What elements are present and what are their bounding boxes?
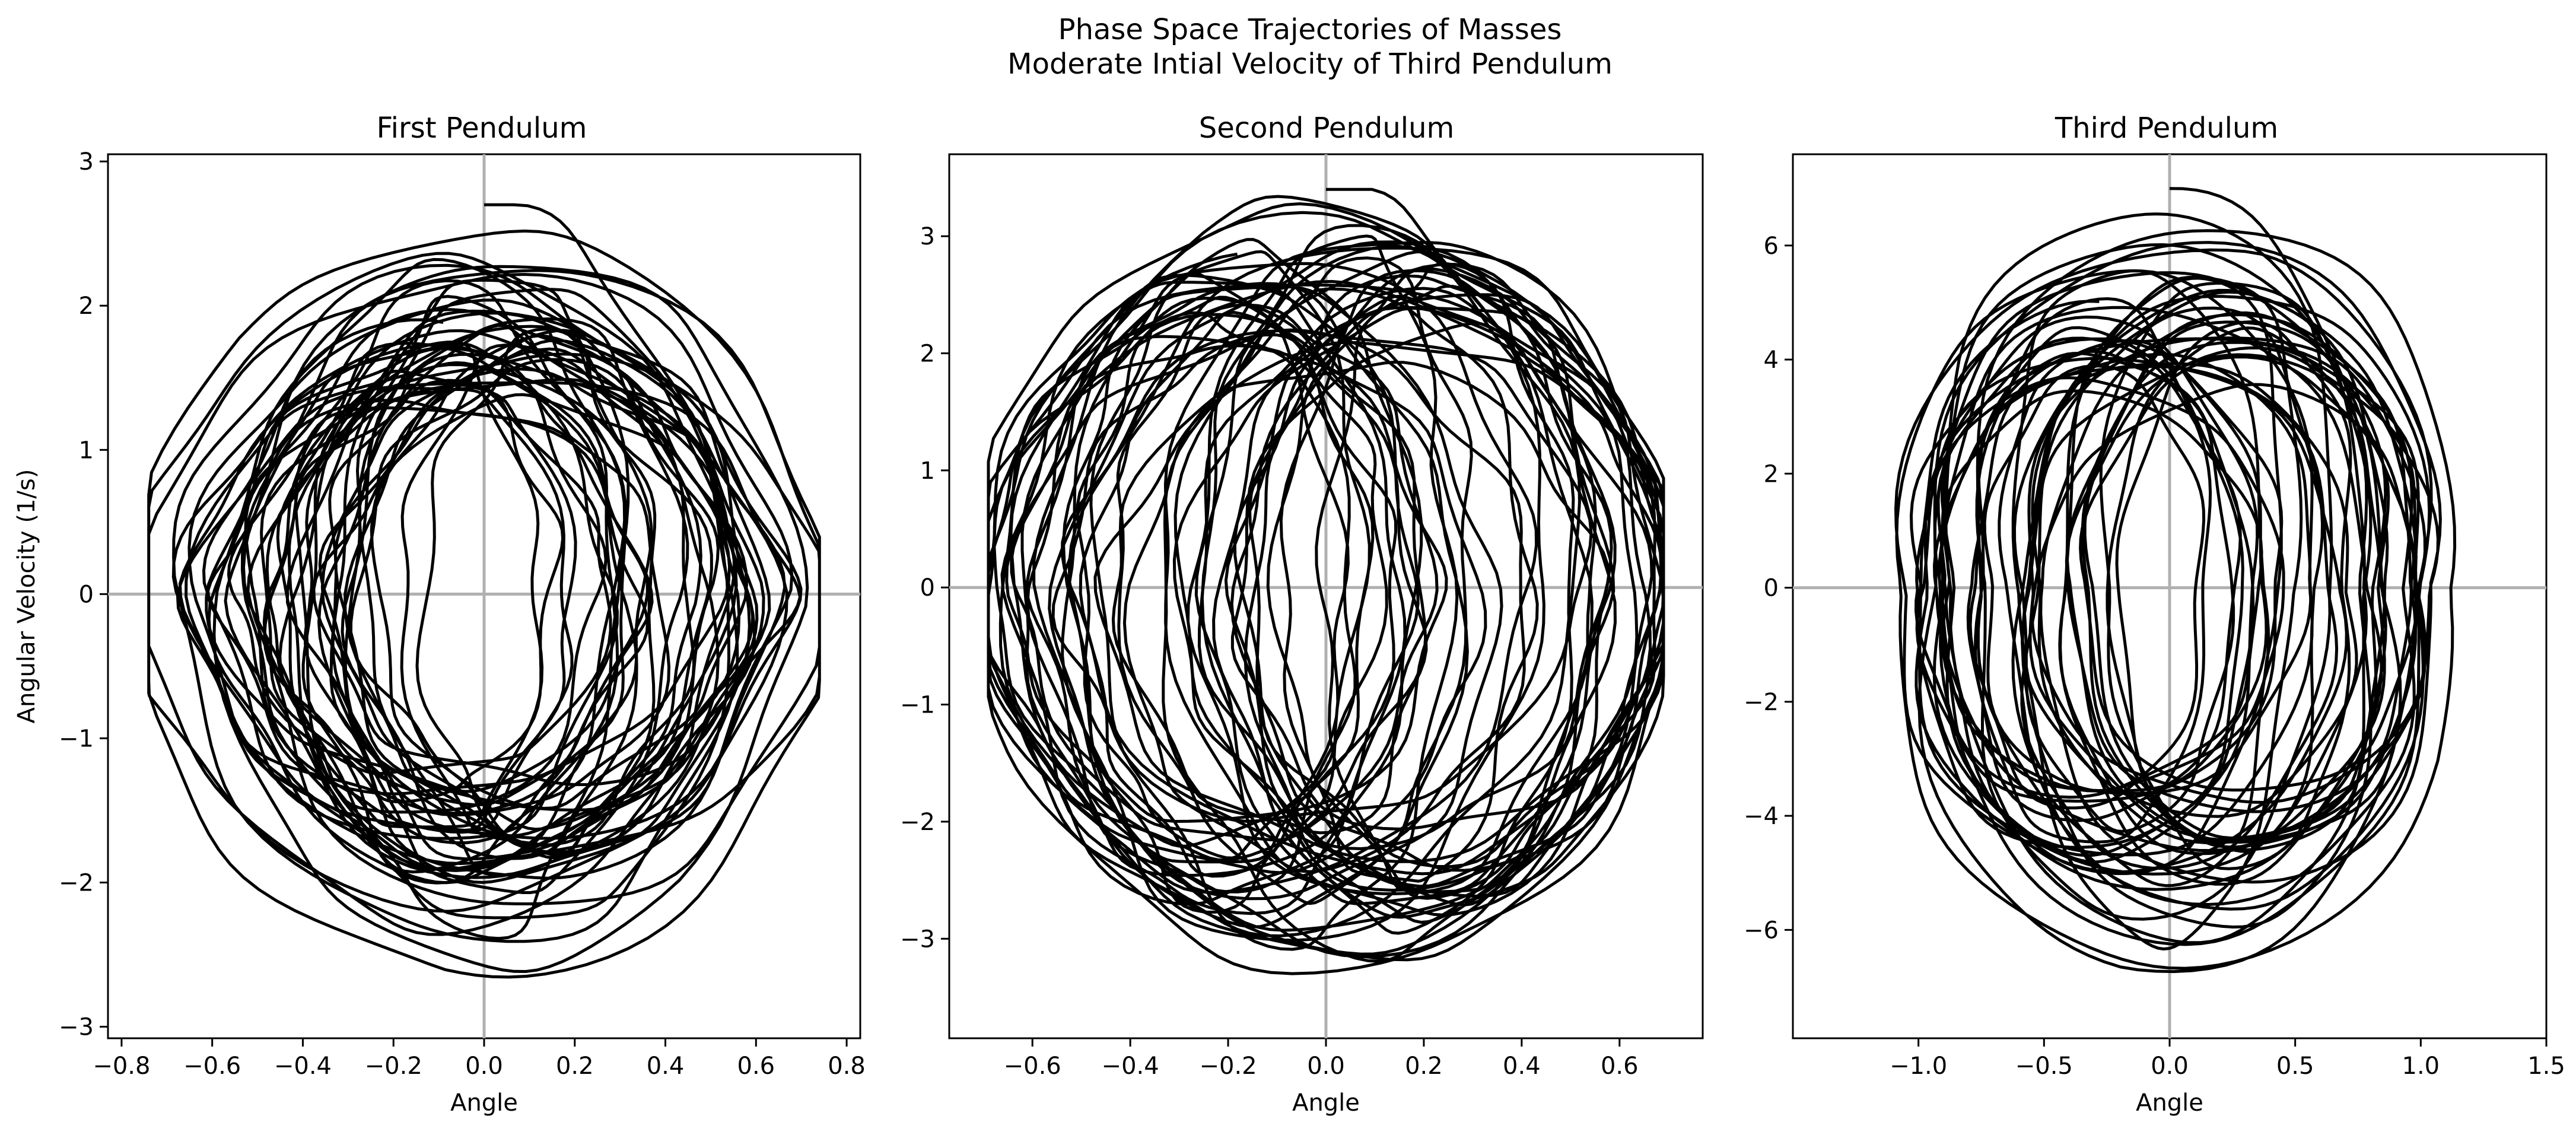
- x-tick-label: −0.5: [2015, 1052, 2073, 1080]
- x-tick-label: 1.0: [2402, 1052, 2440, 1080]
- x-tick-label: 0.0: [2151, 1052, 2189, 1080]
- y-tick-label: 0: [1764, 575, 1779, 602]
- y-tick-label: −4: [1744, 803, 1779, 830]
- y-tick-label: 1: [79, 437, 94, 464]
- x-tick-label: 0.2: [556, 1052, 594, 1080]
- trajectory-group: [1894, 187, 2457, 974]
- panel-first-pendulum: First Pendulum −0.8 −0.6 −0.4 −0.2 0.0 0.2 0.4…: [13, 112, 866, 1117]
- figure-suptitle-line-2: Moderate Intial Velocity of Third Pendul…: [1007, 47, 1613, 81]
- x-tick-label: 0.4: [1503, 1052, 1541, 1080]
- x-tick-label: 0.0: [1307, 1052, 1345, 1080]
- x-tick-label: 0.6: [1601, 1052, 1639, 1080]
- trajectory-group: [987, 187, 1665, 975]
- x-tick-label: −0.8: [93, 1052, 150, 1080]
- x-tick-label: 0.6: [737, 1052, 775, 1080]
- y-tick-label: 2: [1764, 460, 1779, 488]
- x-tick-label: −1.0: [1890, 1052, 1947, 1080]
- x-tick-label: 0.5: [2276, 1052, 2314, 1080]
- x-tick-label: 0.4: [647, 1052, 685, 1080]
- y-tick-label: 4: [1764, 346, 1779, 374]
- phase-trajectory-line: [147, 203, 821, 979]
- figure-suptitle-line-1: Phase Space Trajectories of Masses: [1058, 13, 1562, 46]
- y-tick-label: 0: [79, 581, 94, 608]
- y-axis-label: Angular Velocity (1/s): [13, 469, 40, 724]
- x-ticks: −1.0 −0.5 0.0 0.5 1.0 1.5: [1890, 1038, 2565, 1080]
- y-tick-label: 2: [79, 292, 94, 320]
- y-tick-label: −3: [59, 1014, 94, 1041]
- x-tick-label: 0.2: [1405, 1052, 1443, 1080]
- y-tick-label: −1: [59, 725, 94, 752]
- x-ticks: −0.8 −0.6 −0.4 −0.2 0.0 0.2 0.4 0.6 0.8: [93, 1038, 866, 1080]
- panel-third-pendulum: Third Pendulum −1.0 −0.5 0.0 0.5 1.0 1.5 −6 −4…: [1744, 112, 2565, 1117]
- x-ticks: −0.6 −0.4 −0.2 0.0 0.2 0.4 0.6: [1004, 1038, 1639, 1080]
- trajectory-group: [147, 203, 821, 979]
- y-tick-label: 3: [920, 223, 935, 250]
- y-tick-label: 6: [1764, 233, 1779, 260]
- phase-trajectory-line: [1894, 187, 2457, 974]
- y-tick-label: 1: [920, 457, 935, 485]
- y-tick-label: −1: [900, 692, 935, 719]
- y-tick-label: −2: [1744, 689, 1779, 716]
- x-tick-label: −0.2: [1199, 1052, 1257, 1080]
- y-tick-label: 3: [79, 148, 94, 176]
- x-axis-label: Angle: [1292, 1089, 1360, 1117]
- x-tick-label: −0.4: [1102, 1052, 1159, 1080]
- y-ticks: −6 −4 −2 0 2 4 6: [1744, 233, 1793, 944]
- x-tick-label: 0.8: [828, 1052, 866, 1080]
- y-tick-label: −6: [1744, 917, 1779, 944]
- x-tick-label: −0.6: [1004, 1052, 1061, 1080]
- panel-title: Second Pendulum: [1199, 112, 1455, 145]
- x-tick-label: 1.5: [2527, 1052, 2565, 1080]
- y-tick-label: −2: [59, 869, 94, 896]
- panel-title: First Pendulum: [377, 112, 587, 145]
- y-tick-label: −3: [900, 926, 935, 953]
- x-tick-label: 0.0: [465, 1052, 503, 1080]
- y-ticks: −3 −2 −1 0 1 2 3: [900, 223, 949, 953]
- x-tick-label: −0.6: [183, 1052, 241, 1080]
- panel-title: Third Pendulum: [2055, 112, 2278, 145]
- panel-second-pendulum: Second Pendulum −0.6 −0.4 −0.2 0.0 0.2 0.4 0.6…: [900, 112, 1704, 1117]
- x-axis-label: Angle: [450, 1089, 518, 1117]
- phase-trajectory-line: [987, 187, 1665, 975]
- y-ticks: −3 −2 −1 0 1 2 3: [59, 148, 108, 1041]
- y-tick-label: 2: [920, 340, 935, 367]
- x-tick-label: −0.4: [274, 1052, 332, 1080]
- y-tick-label: 0: [920, 574, 935, 602]
- x-tick-label: −0.2: [365, 1052, 422, 1080]
- y-tick-label: −2: [900, 809, 935, 836]
- x-axis-label: Angle: [2136, 1089, 2203, 1117]
